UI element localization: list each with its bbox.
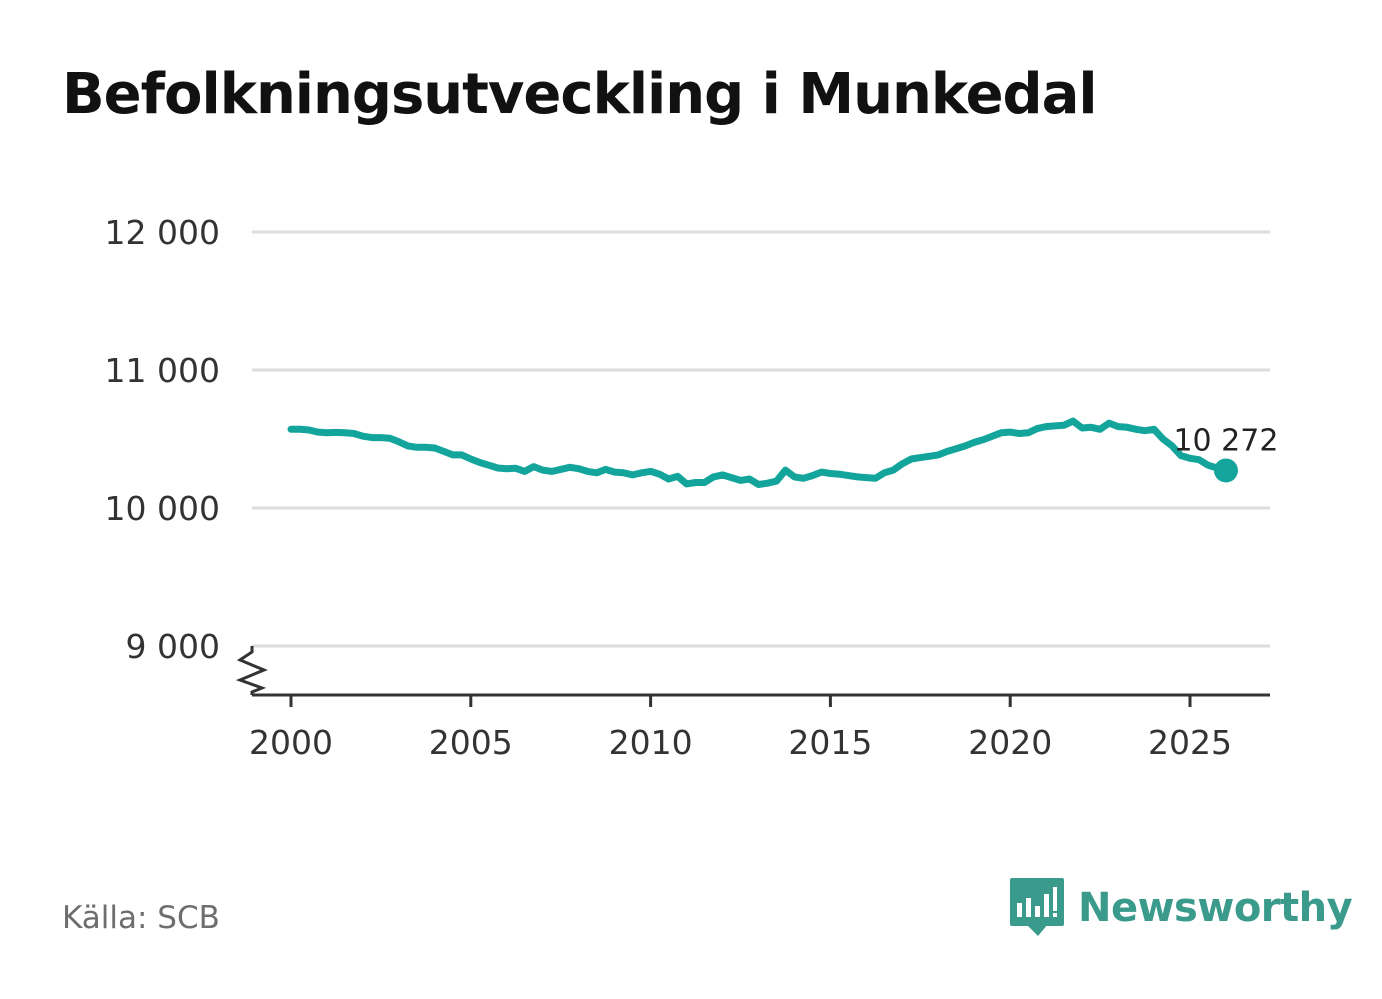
last-value-label: 10 272 [1173, 423, 1278, 458]
gridlines [252, 230, 1270, 648]
x-axis-ticks: 2000 2005 2010 2015 2020 2025 [249, 695, 1232, 762]
chart-title: Befolkningsutveckling i Munkedal [62, 62, 1098, 127]
x-tick-label: 2010 [609, 723, 693, 762]
source-note: Källa: SCB [62, 900, 220, 936]
y-axis-labels: 9 000 10 000 11 000 12 000 [105, 213, 220, 666]
y-tick-label: 10 000 [105, 489, 220, 528]
x-tick-label: 2000 [249, 723, 333, 762]
y-tick-label: 9 000 [126, 627, 220, 666]
population-line [287, 417, 1230, 488]
y-tick-label: 12 000 [105, 213, 220, 252]
brand-logo: Newsworthy [1010, 878, 1353, 938]
y-tick-label: 11 000 [105, 351, 220, 390]
x-tick-label: 2025 [1148, 723, 1232, 762]
x-tick-label: 2005 [429, 723, 513, 762]
y-axis-break-icon [235, 646, 268, 695]
brand-name: Newsworthy [1078, 885, 1353, 931]
x-axis [235, 646, 1270, 697]
last-value-point [1213, 458, 1238, 483]
series-layer: 10 272 [287, 417, 1278, 488]
bar-chart-badge-icon [1010, 878, 1064, 936]
x-tick-label: 2015 [788, 723, 872, 762]
x-tick-label: 2020 [968, 723, 1052, 762]
